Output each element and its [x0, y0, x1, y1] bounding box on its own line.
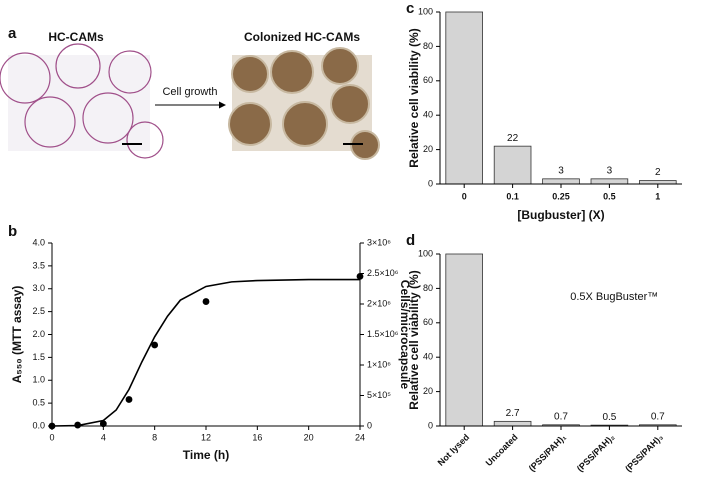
y-tick-label: 20 — [423, 144, 433, 154]
x-tick-label: 24 — [355, 432, 365, 442]
y-tick-label: 3.0 — [32, 283, 45, 293]
x-tick-label: 0.25 — [552, 191, 570, 201]
y-tick-label: 100 — [418, 248, 433, 258]
y-tick-label: 0 — [428, 420, 433, 430]
y-tick-label: 0.0 — [32, 420, 45, 430]
data-point — [356, 272, 364, 280]
data-point — [125, 396, 133, 403]
value-label: 0.5 — [602, 412, 616, 423]
y-axis-label: Relative cell viability (%) — [407, 28, 421, 167]
arrow — [155, 101, 226, 109]
value-label: 3 — [607, 165, 613, 176]
value-label: 2.7 — [506, 408, 520, 419]
y2-tick-label: 5×10⁵ — [367, 390, 391, 400]
bar — [493, 420, 532, 427]
y-tick-label: 60 — [423, 317, 433, 327]
y2-tick-label: 2×10⁶ — [367, 298, 391, 308]
image-title: Colonized HC-CAMs — [244, 30, 360, 44]
x-tick-label: 8 — [152, 432, 157, 442]
y-tick-label: 60 — [423, 75, 433, 85]
y2-tick-label: 3×10⁶ — [367, 237, 391, 247]
x-tick-label: 16 — [252, 432, 262, 442]
x-tick-label: 12 — [201, 432, 211, 442]
bar — [639, 180, 677, 185]
y2-axis-label: Cells/microcapsule — [398, 280, 412, 390]
panel-label: a — [8, 25, 17, 42]
empty-capsules-image — [0, 43, 164, 159]
bar — [493, 145, 532, 185]
value-label: 22 — [507, 133, 519, 144]
fit-curve — [51, 278, 360, 427]
y-tick-label: 80 — [423, 41, 433, 51]
y-tick-label: 2.5 — [32, 306, 45, 316]
y2-tick-label: 0 — [367, 420, 372, 430]
x-tick-label: Not lysed — [436, 432, 472, 468]
x-tick-label: 1 — [655, 191, 660, 201]
bar — [445, 11, 483, 185]
y-tick-label: 20 — [423, 386, 433, 396]
y-tick-label: 2.0 — [32, 329, 45, 339]
y-tick-label: 0 — [428, 178, 433, 188]
panel-label: c — [406, 0, 414, 17]
y-tick-label: 40 — [423, 110, 433, 120]
x-tick-label: (PSS/PAH)₁ — [527, 432, 569, 474]
arrow-label: Cell growth — [162, 86, 217, 98]
x-tick-label: Uncoated — [484, 432, 520, 468]
data-point — [202, 298, 210, 305]
y-tick-label: 0.5 — [32, 398, 45, 408]
x-tick-label: 20 — [304, 432, 314, 442]
data-point — [151, 341, 159, 349]
panel-label: b — [8, 223, 17, 240]
y-tick-label: 1.5 — [32, 352, 45, 362]
value-label: 3 — [558, 165, 564, 176]
y-tick-label: 4.0 — [32, 237, 45, 247]
y2-tick-label: 1×10⁶ — [367, 359, 391, 369]
y-tick-label: 80 — [423, 283, 433, 293]
y2-tick-label: 1.5×10⁶ — [367, 329, 399, 339]
x-tick-label: (PSS/PAH)₃ — [623, 432, 665, 474]
y-tick-label: 3.5 — [32, 260, 45, 270]
value-label: 2 — [655, 167, 661, 178]
data-point — [99, 420, 107, 428]
colonized-capsules-image — [228, 47, 380, 160]
y-tick-label: 1.0 — [32, 375, 45, 385]
y-tick-label: 40 — [423, 352, 433, 362]
x-tick-label: 0.1 — [506, 191, 519, 201]
x-tick-label: 0 — [49, 432, 54, 442]
value-label: 0.7 — [651, 411, 665, 422]
bar — [590, 178, 629, 185]
image-title: HC-CAMs — [48, 30, 104, 44]
x-axis-label: Time (h) — [183, 448, 229, 462]
y-axis-label: A₅₅₀ (MTT assay) — [10, 286, 24, 384]
bar — [445, 253, 483, 427]
x-tick-label: 0.5 — [603, 191, 616, 201]
annotation: 0.5X BugBuster™ — [570, 291, 658, 303]
value-label: 0.7 — [554, 411, 568, 422]
panel-label: d — [406, 232, 415, 249]
x-axis-label: [Bugbuster] (X) — [517, 208, 604, 222]
y-tick-label: 100 — [418, 6, 433, 16]
y2-tick-label: 2.5×10⁶ — [367, 268, 399, 278]
bar — [542, 178, 580, 185]
y-axis-label: Relative cell viability (%) — [407, 270, 421, 409]
x-tick-label: (PSS/PAH)₂ — [575, 432, 617, 474]
x-tick-label: 4 — [101, 432, 106, 442]
x-tick-label: 0 — [462, 191, 467, 201]
